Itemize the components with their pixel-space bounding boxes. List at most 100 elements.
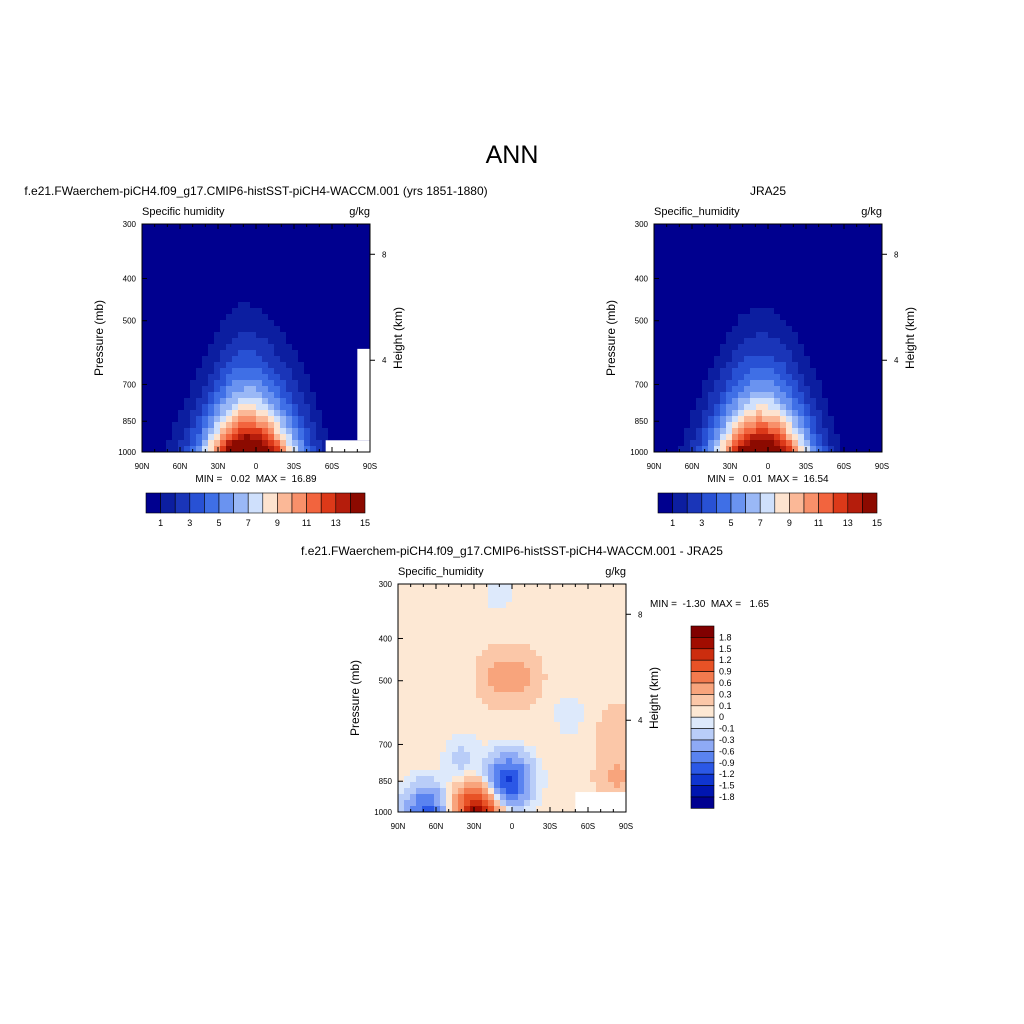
contour-cell [274, 224, 281, 231]
contour-cell [346, 374, 353, 381]
colorbar-box [189, 492, 205, 514]
contour-cell [154, 332, 161, 339]
contour-cell [708, 368, 715, 375]
contour-cell [316, 398, 323, 405]
contour-cell [262, 284, 269, 291]
contour-cell [870, 374, 877, 381]
contour-cell [804, 296, 811, 303]
contour-cell [572, 716, 579, 723]
contour-cell [166, 380, 173, 387]
contour-cell [744, 368, 751, 375]
colorbar-box [759, 492, 776, 514]
contour-cell [554, 656, 561, 663]
contour-cell [184, 296, 191, 303]
contour-cell [208, 314, 215, 321]
contour-cell [476, 716, 483, 723]
contour-cell [566, 764, 573, 771]
contour-cell [292, 260, 299, 267]
contour-cell [184, 398, 191, 405]
contour-cell [846, 260, 853, 267]
contour-cell [440, 800, 447, 807]
contour-cell [744, 278, 751, 285]
contour-cell [464, 776, 471, 783]
contour-cell [446, 710, 453, 717]
contour-cell [328, 278, 335, 285]
contour-cell [780, 428, 787, 435]
contour-cell [768, 338, 775, 345]
contour-cell [262, 416, 269, 423]
contour-cell [184, 344, 191, 351]
contour-cell [584, 770, 591, 777]
contour-cell [334, 356, 341, 363]
contour-cell [602, 644, 609, 651]
contour-cell [340, 326, 347, 333]
contour-cell [220, 278, 227, 285]
contour-cell [762, 308, 769, 315]
contour-cell [792, 314, 799, 321]
contour-cell [530, 740, 537, 747]
contour-cell [298, 344, 305, 351]
contour-cell [298, 386, 305, 393]
contour-cell [524, 746, 531, 753]
contour-cell [720, 368, 727, 375]
contour-cell [416, 644, 423, 651]
contour-cell [404, 794, 411, 801]
contour-cell [422, 782, 429, 789]
contour-cell [620, 698, 627, 705]
contour-cell [536, 728, 543, 735]
contour-cell [548, 620, 555, 627]
contour-cell [458, 686, 465, 693]
contour-cell [720, 446, 727, 453]
contour-cell [702, 374, 709, 381]
contour-cell [672, 434, 679, 441]
contour-cell [690, 236, 697, 243]
contour-cell [184, 356, 191, 363]
contour-cell [446, 806, 453, 813]
contour-cell [660, 230, 667, 237]
contour-cell [202, 374, 209, 381]
contour-cell [690, 446, 697, 453]
contour-cell [404, 692, 411, 699]
contour-cell [858, 230, 865, 237]
colorbar-label: -0.9 [719, 758, 735, 768]
contour-cell [482, 782, 489, 789]
contour-cell [154, 440, 161, 447]
contour-cell [440, 584, 447, 591]
colorbar-box [818, 492, 834, 514]
contour-cell [654, 404, 661, 411]
contour-cell [262, 350, 269, 357]
colorbar-box [690, 785, 715, 798]
contour-cell [708, 290, 715, 297]
y-tick-label: 850 [123, 417, 137, 426]
contour-cell [298, 422, 305, 429]
contour-cell [148, 314, 155, 321]
contour-cell [214, 368, 221, 375]
contour-cell [494, 692, 501, 699]
contour-cell [250, 320, 257, 327]
contour-cell [542, 752, 549, 759]
contour-cell [244, 302, 251, 309]
contour-cell [858, 266, 865, 273]
colorbar-box [690, 796, 715, 809]
contour-cell [250, 422, 257, 429]
contour-cell [482, 692, 489, 699]
contour-cell [654, 410, 661, 417]
contour-cell [810, 248, 817, 255]
contour-cell [286, 350, 293, 357]
contour-cell [744, 272, 751, 279]
contour-cell [708, 320, 715, 327]
contour-cell [256, 314, 263, 321]
contour-cell [696, 278, 703, 285]
colorbar-box [716, 492, 732, 514]
contour-cell [232, 326, 239, 333]
contour-cell [410, 728, 417, 735]
contour-cell [602, 704, 609, 711]
contour-cell [488, 662, 495, 669]
contour-cell [160, 440, 167, 447]
contour-cell [828, 260, 835, 267]
contour-cell [280, 404, 287, 411]
contour-cell [440, 674, 447, 681]
contour-cell [178, 374, 185, 381]
contour-cell [262, 248, 269, 255]
contour-cell [780, 422, 787, 429]
